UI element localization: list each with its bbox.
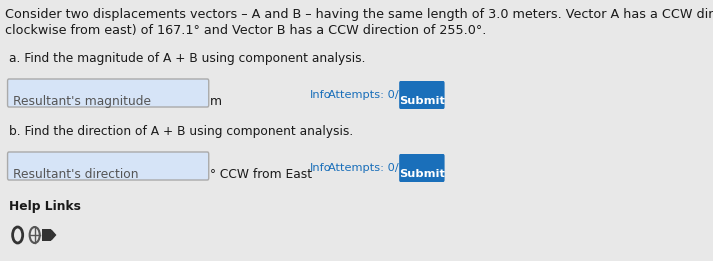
FancyBboxPatch shape xyxy=(42,229,51,241)
Text: Resultant's direction: Resultant's direction xyxy=(13,168,138,181)
Polygon shape xyxy=(51,230,56,240)
Text: Submit: Submit xyxy=(399,169,445,179)
FancyBboxPatch shape xyxy=(8,152,209,180)
Text: clockwise from east) of 167.1° and Vector B has a CCW direction of 255.0°.: clockwise from east) of 167.1° and Vecto… xyxy=(5,24,486,37)
FancyBboxPatch shape xyxy=(399,154,445,182)
Text: ° CCW from East: ° CCW from East xyxy=(210,168,312,181)
Text: Info: Info xyxy=(310,163,332,173)
Text: Attempts: 0/10: Attempts: 0/10 xyxy=(328,90,413,100)
Text: Info: Info xyxy=(310,90,332,100)
Text: m: m xyxy=(210,95,222,108)
FancyBboxPatch shape xyxy=(8,79,209,107)
Text: a. Find the magnitude of A + B using component analysis.: a. Find the magnitude of A + B using com… xyxy=(9,52,365,65)
Text: Resultant's magnitude: Resultant's magnitude xyxy=(13,95,150,108)
Text: Attempts: 0/10: Attempts: 0/10 xyxy=(328,163,413,173)
Text: Help Links: Help Links xyxy=(9,200,81,213)
Text: Submit: Submit xyxy=(399,96,445,106)
Text: b. Find the direction of A + B using component analysis.: b. Find the direction of A + B using com… xyxy=(9,125,353,138)
Text: Consider two displacements vectors – A and B – having the same length of 3.0 met: Consider two displacements vectors – A a… xyxy=(5,8,713,21)
FancyBboxPatch shape xyxy=(399,81,445,109)
